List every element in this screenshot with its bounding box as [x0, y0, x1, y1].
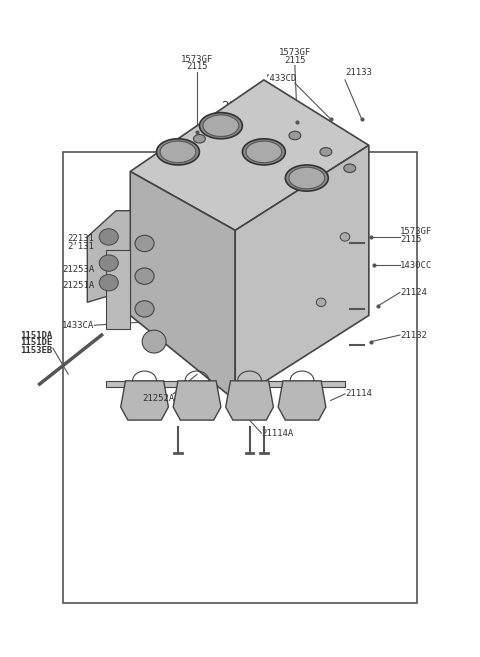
Ellipse shape — [246, 141, 282, 163]
Ellipse shape — [344, 164, 356, 173]
Ellipse shape — [135, 301, 154, 317]
Text: 2115: 2115 — [400, 235, 421, 244]
Text: 21253A: 21253A — [62, 265, 95, 274]
Ellipse shape — [99, 229, 118, 245]
Ellipse shape — [289, 168, 324, 189]
Polygon shape — [226, 381, 274, 420]
Ellipse shape — [199, 112, 242, 139]
Polygon shape — [173, 381, 221, 420]
Text: 21133: 21133 — [345, 68, 372, 77]
Text: 1430CC: 1430CC — [400, 261, 432, 269]
Ellipse shape — [289, 131, 301, 140]
Ellipse shape — [316, 298, 326, 307]
Ellipse shape — [193, 135, 205, 143]
Text: 21132: 21132 — [400, 330, 427, 340]
Ellipse shape — [160, 141, 196, 163]
Ellipse shape — [135, 235, 154, 252]
Polygon shape — [130, 80, 369, 231]
Polygon shape — [87, 211, 130, 302]
Ellipse shape — [285, 165, 328, 191]
Ellipse shape — [135, 268, 154, 284]
Polygon shape — [130, 171, 235, 401]
Text: 1573GF: 1573GF — [279, 48, 311, 57]
Text: 21251A: 21251A — [62, 281, 95, 290]
Polygon shape — [107, 250, 130, 328]
Ellipse shape — [340, 233, 350, 241]
Text: 21114: 21114 — [345, 390, 372, 398]
Text: 1573GF: 1573GF — [181, 55, 213, 64]
Ellipse shape — [203, 115, 239, 137]
Ellipse shape — [99, 255, 118, 271]
Text: 21114A: 21114A — [262, 428, 294, 438]
Ellipse shape — [320, 148, 332, 156]
Ellipse shape — [242, 139, 285, 165]
Text: 1573GF: 1573GF — [400, 227, 432, 236]
Text: 21124: 21124 — [400, 288, 427, 297]
Text: 21100: 21100 — [221, 100, 259, 112]
Ellipse shape — [156, 139, 199, 165]
Ellipse shape — [99, 275, 118, 291]
Text: 1151DA: 1151DA — [21, 330, 53, 340]
Polygon shape — [107, 381, 345, 388]
Text: 1153EB: 1153EB — [21, 346, 53, 355]
Text: 1433CA: 1433CA — [62, 321, 95, 330]
Bar — [63, 152, 417, 603]
Polygon shape — [235, 145, 369, 401]
Polygon shape — [278, 381, 326, 420]
Text: 2115: 2115 — [186, 62, 208, 72]
Ellipse shape — [142, 330, 166, 353]
Text: 21252A: 21252A — [143, 394, 175, 403]
Text: 1151DE: 1151DE — [21, 338, 53, 348]
Polygon shape — [120, 381, 168, 420]
Text: 22131: 22131 — [68, 234, 95, 242]
Text: ’433CD: ’433CD — [264, 74, 297, 83]
Text: 2’131: 2’131 — [68, 242, 95, 250]
Text: 2115: 2115 — [284, 56, 306, 65]
